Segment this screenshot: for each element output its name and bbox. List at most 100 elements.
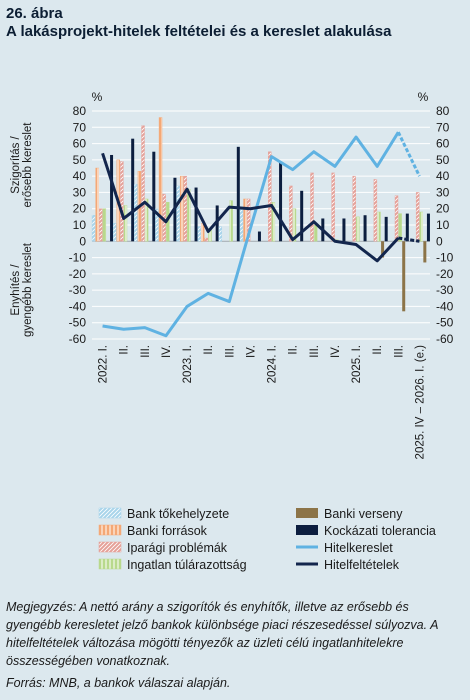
figure-title-block: 26. ábra A lakásprojekt-hitelek feltétel… (6, 4, 466, 41)
bar-kockazati-tolerancia (279, 161, 283, 242)
bar-ingatlan-tularazottsag (292, 208, 297, 242)
bar-iparagi-problemak (331, 172, 335, 242)
bar-kockazati-tolerancia (194, 187, 198, 242)
y-tick-label-right: 60 (436, 137, 450, 151)
bar-iparagi-problemak (352, 175, 356, 242)
legend-label-bank-tokehelyzete: Bank tőkehelyzete (127, 507, 229, 521)
line-hitelfeltetelek-forecast (398, 236, 420, 243)
bar-banki-verseny (423, 241, 427, 263)
line-hitelfeltetelek (101, 152, 400, 263)
bar-ingatlan-tularazottsag (144, 198, 149, 242)
axes: 80 80 70 70 60 60 50 50 40 40 30 30 20 20 10 10 0 0 -10 -10… (10, 90, 454, 459)
bar-banki-forrasok (95, 167, 99, 242)
y-tick-label-right: 0 (436, 234, 443, 248)
bar-kockazati-tolerancia (342, 218, 346, 242)
x-tick-label: 2023. I. (182, 345, 194, 383)
bar-ingatlan-tularazottsag (313, 224, 318, 242)
y-tick-label-right: 20 (436, 202, 450, 216)
x-tick-label: IV. (330, 345, 342, 358)
legend-label-iparagi-problemak: Iparági problémák (127, 541, 228, 555)
y-tick-label-right: -60 (436, 332, 454, 346)
x-tick-label: 2022. I. (98, 345, 110, 383)
bar-iparagi-problemak (183, 175, 187, 242)
y-tick-label-left: 20 (73, 202, 87, 216)
x-tick-label: II. (288, 345, 300, 355)
x-tick-label: II. (203, 345, 215, 355)
bar-kockazati-tolerancia (131, 138, 135, 242)
legend-label-kockazati-tolerancia: Kockázati tolerancia (324, 524, 436, 538)
y-tick-label-left: -30 (69, 283, 87, 297)
bar-ingatlan-tularazottsag (356, 216, 360, 242)
bar-kockazati-tolerancia (110, 154, 114, 242)
legend: Bank tőkehelyzete Banki verseny Banki forr… (98, 507, 436, 572)
bar-kockazati-tolerancia (257, 231, 261, 242)
bar-bank-tokehelyzete (239, 206, 244, 242)
y-tick-label-left: -10 (69, 251, 87, 265)
x-tick-label: IV. (161, 345, 173, 358)
y-unit-left: % (92, 90, 103, 104)
x-tick-label: IV. (245, 345, 257, 358)
bar-bank-tokehelyzete (112, 223, 117, 242)
legend-swatch-banki-verseny (296, 508, 318, 518)
legend-swatch-ingatlan-tularazottsag (98, 558, 122, 570)
bar-ingatlan-tularazottsag (187, 188, 191, 242)
bar-iparagi-problemak (373, 179, 378, 242)
bar-iparagi-problemak (204, 237, 209, 242)
bar-iparagi-problemak (99, 208, 103, 242)
bar-iparagi-problemak (415, 192, 420, 242)
legend-label-ingatlan-tularazottsag: Ingatlan túlárazottság (127, 558, 247, 572)
y-tick-label-right: -40 (436, 299, 454, 313)
bar-bank-tokehelyzete (197, 226, 201, 242)
bar-iparagi-problemak (268, 151, 272, 242)
y-tick-label-right: 10 (436, 218, 450, 232)
line-series (101, 131, 421, 338)
y-tick-label-left: 60 (73, 137, 87, 151)
line-hitelkereslet (102, 131, 400, 338)
line-hitelkereslet-forecast (396, 131, 421, 177)
bar-banki-verseny (402, 241, 406, 312)
legend-swatch-iparagi-problemak (98, 541, 122, 553)
bar-iparagi-problemak (310, 172, 314, 242)
bar-banki-forrasok (158, 117, 163, 242)
bar-ingatlan-tularazottsag (271, 201, 276, 242)
y-tick-label-right: 50 (436, 153, 450, 167)
legend-label-hitelkereslet: Hitelkereslet (324, 541, 393, 555)
y-tick-label-right: -10 (436, 251, 454, 265)
bar-iparagi-problemak (120, 161, 124, 242)
bar-bank-tokehelyzete (155, 208, 159, 242)
y-tick-label-left: 50 (73, 153, 87, 167)
bar-iparagi-problemak (141, 125, 145, 242)
x-tick-label: II. (372, 345, 384, 355)
y-tick-label-right: -50 (436, 316, 454, 330)
bar-ingatlan-tularazottsag (102, 208, 107, 242)
y-label-lower: Enyhítés /gyengébb kereslet (10, 242, 34, 337)
bar-ingatlan-tularazottsag (229, 200, 233, 242)
x-tick-label: III. (224, 345, 236, 358)
bar-banki-forrasok (243, 198, 247, 242)
bar-iparagi-problemak (246, 198, 251, 242)
y-tick-label-right: 40 (436, 169, 450, 183)
legend-label-banki-forrasok: Banki források (127, 524, 208, 538)
bar-bank-tokehelyzete (91, 215, 96, 242)
x-tick-label: III. (393, 345, 405, 358)
bar-bank-tokehelyzete (218, 226, 223, 242)
bar-ingatlan-tularazottsag (398, 213, 402, 242)
x-tick-label: 2025. IV – 2026. I. (e.) (414, 345, 426, 460)
legend-swatch-kockazati-tolerancia (296, 525, 318, 535)
bar-iparagi-problemak (289, 185, 293, 242)
y-tick-label-left: 30 (73, 185, 87, 199)
x-tick-label: III. (140, 345, 152, 358)
legend-label-banki-verseny: Banki verseny (324, 507, 403, 521)
source-note: Forrás: MNB, a bankok válaszai alapján. (6, 676, 231, 690)
figure-number: 26. ábra (6, 5, 63, 22)
bar-ingatlan-tularazottsag (123, 205, 128, 242)
bar-kockazati-tolerancia (236, 146, 240, 242)
y-tick-label-right: 80 (436, 104, 450, 118)
grid-lines (92, 110, 430, 340)
x-tick-label: II. (119, 345, 131, 355)
y-tick-label-right: 30 (436, 185, 450, 199)
bar-groups (91, 117, 430, 312)
y-tick-label-left: -20 (69, 267, 87, 281)
bar-ingatlan-tularazottsag (377, 211, 381, 242)
x-tick-label: 2025. I. (351, 345, 363, 383)
